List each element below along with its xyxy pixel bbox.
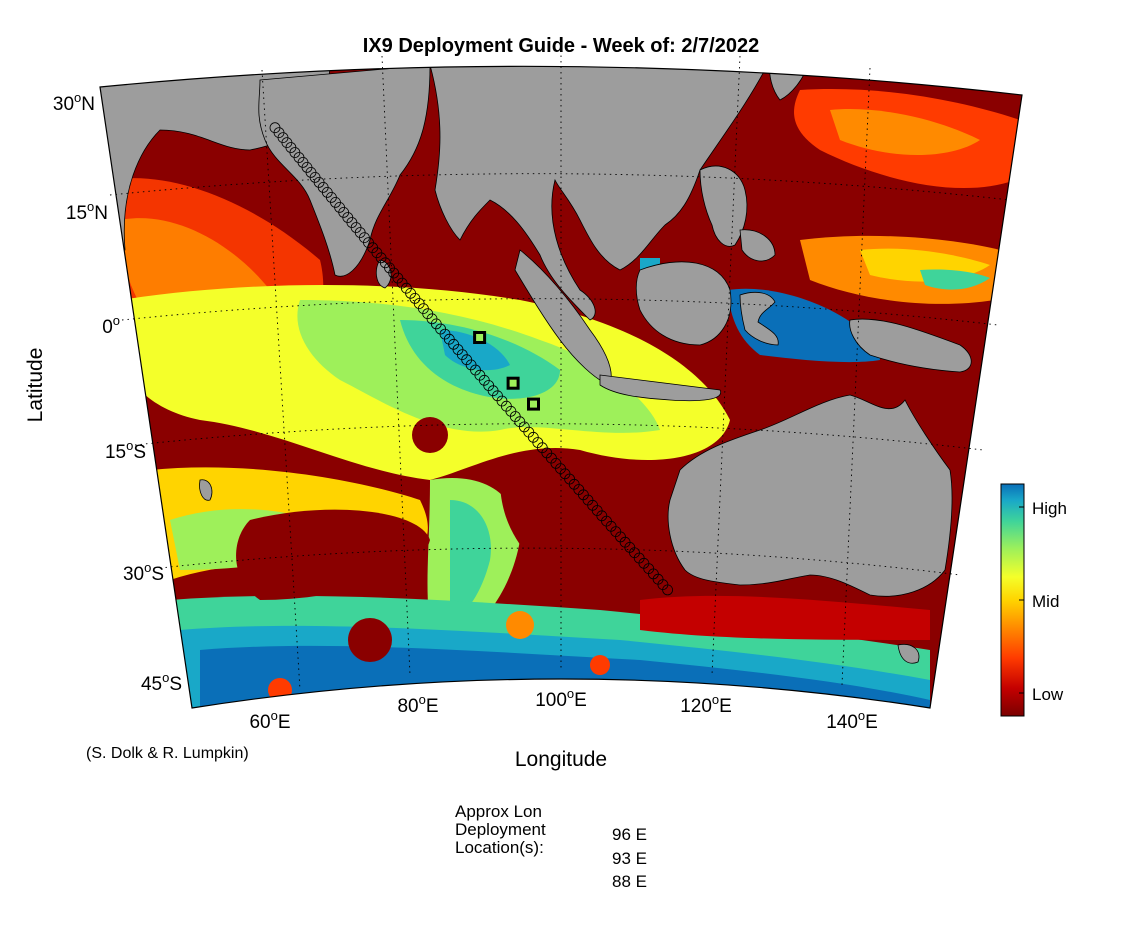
lon-tick-label: 80oE	[397, 692, 438, 717]
map-frame	[99, 65, 1023, 709]
deployment-info-line: Approx Lon	[455, 802, 542, 821]
lat-tick-label: 45oS	[141, 670, 182, 695]
lon-tick-label: 60oE	[249, 708, 290, 733]
longitude-tick-labels: 60oE 80oE 100oE 120oE 140oE	[249, 686, 877, 733]
colorbar-label-low: Low	[1032, 685, 1064, 704]
deployment-location: 93 E	[612, 848, 647, 868]
deployment-locations-list: 96 E 93 E 88 E	[612, 823, 647, 894]
ix9-track	[269, 122, 673, 596]
lon-tick-label: 140oE	[826, 708, 878, 733]
colorbar: High Mid Low	[1000, 483, 1067, 717]
deployment-info-line: Deployment	[455, 820, 546, 839]
deployment-location: 96 E	[612, 825, 647, 844]
land-masses	[100, 66, 972, 664]
deployment-marker	[527, 397, 540, 411]
lat-tick-label: 30oN	[53, 90, 95, 115]
lon-tick-label: 100oE	[535, 686, 587, 711]
latitude-tick-labels: 30oN 15oN 0o 15oS 30oS 45oS	[53, 90, 182, 695]
figure-title: IX9 Deployment Guide - Week of: 2/7/2022	[363, 35, 759, 57]
ocean-field	[100, 66, 1022, 708]
lat-tick-label: 15oS	[105, 438, 146, 463]
credit-text: (S. Dolk & R. Lumpkin)	[86, 745, 249, 762]
lon-tick-label: 120oE	[680, 692, 732, 717]
x-axis-label: Longitude	[515, 748, 607, 771]
deployment-info-header: Approx Lon Deployment Location(s):	[455, 803, 546, 857]
colorbar-label-high: High	[1032, 499, 1067, 518]
colorbar-label-mid: Mid	[1032, 592, 1059, 611]
lat-tick-label: 0o	[102, 313, 120, 338]
deployment-marker	[506, 376, 520, 390]
deployment-location: 88 E	[612, 872, 647, 891]
deployment-markers	[473, 331, 540, 411]
track-point	[662, 584, 673, 596]
lat-tick-label: 15oN	[66, 199, 108, 224]
lat-tick-label: 30oS	[123, 560, 164, 585]
y-axis-label: Latitude	[24, 348, 47, 423]
deployment-marker	[473, 331, 487, 344]
graticule	[109, 50, 1011, 691]
deployment-info-line: Location(s):	[455, 838, 544, 857]
